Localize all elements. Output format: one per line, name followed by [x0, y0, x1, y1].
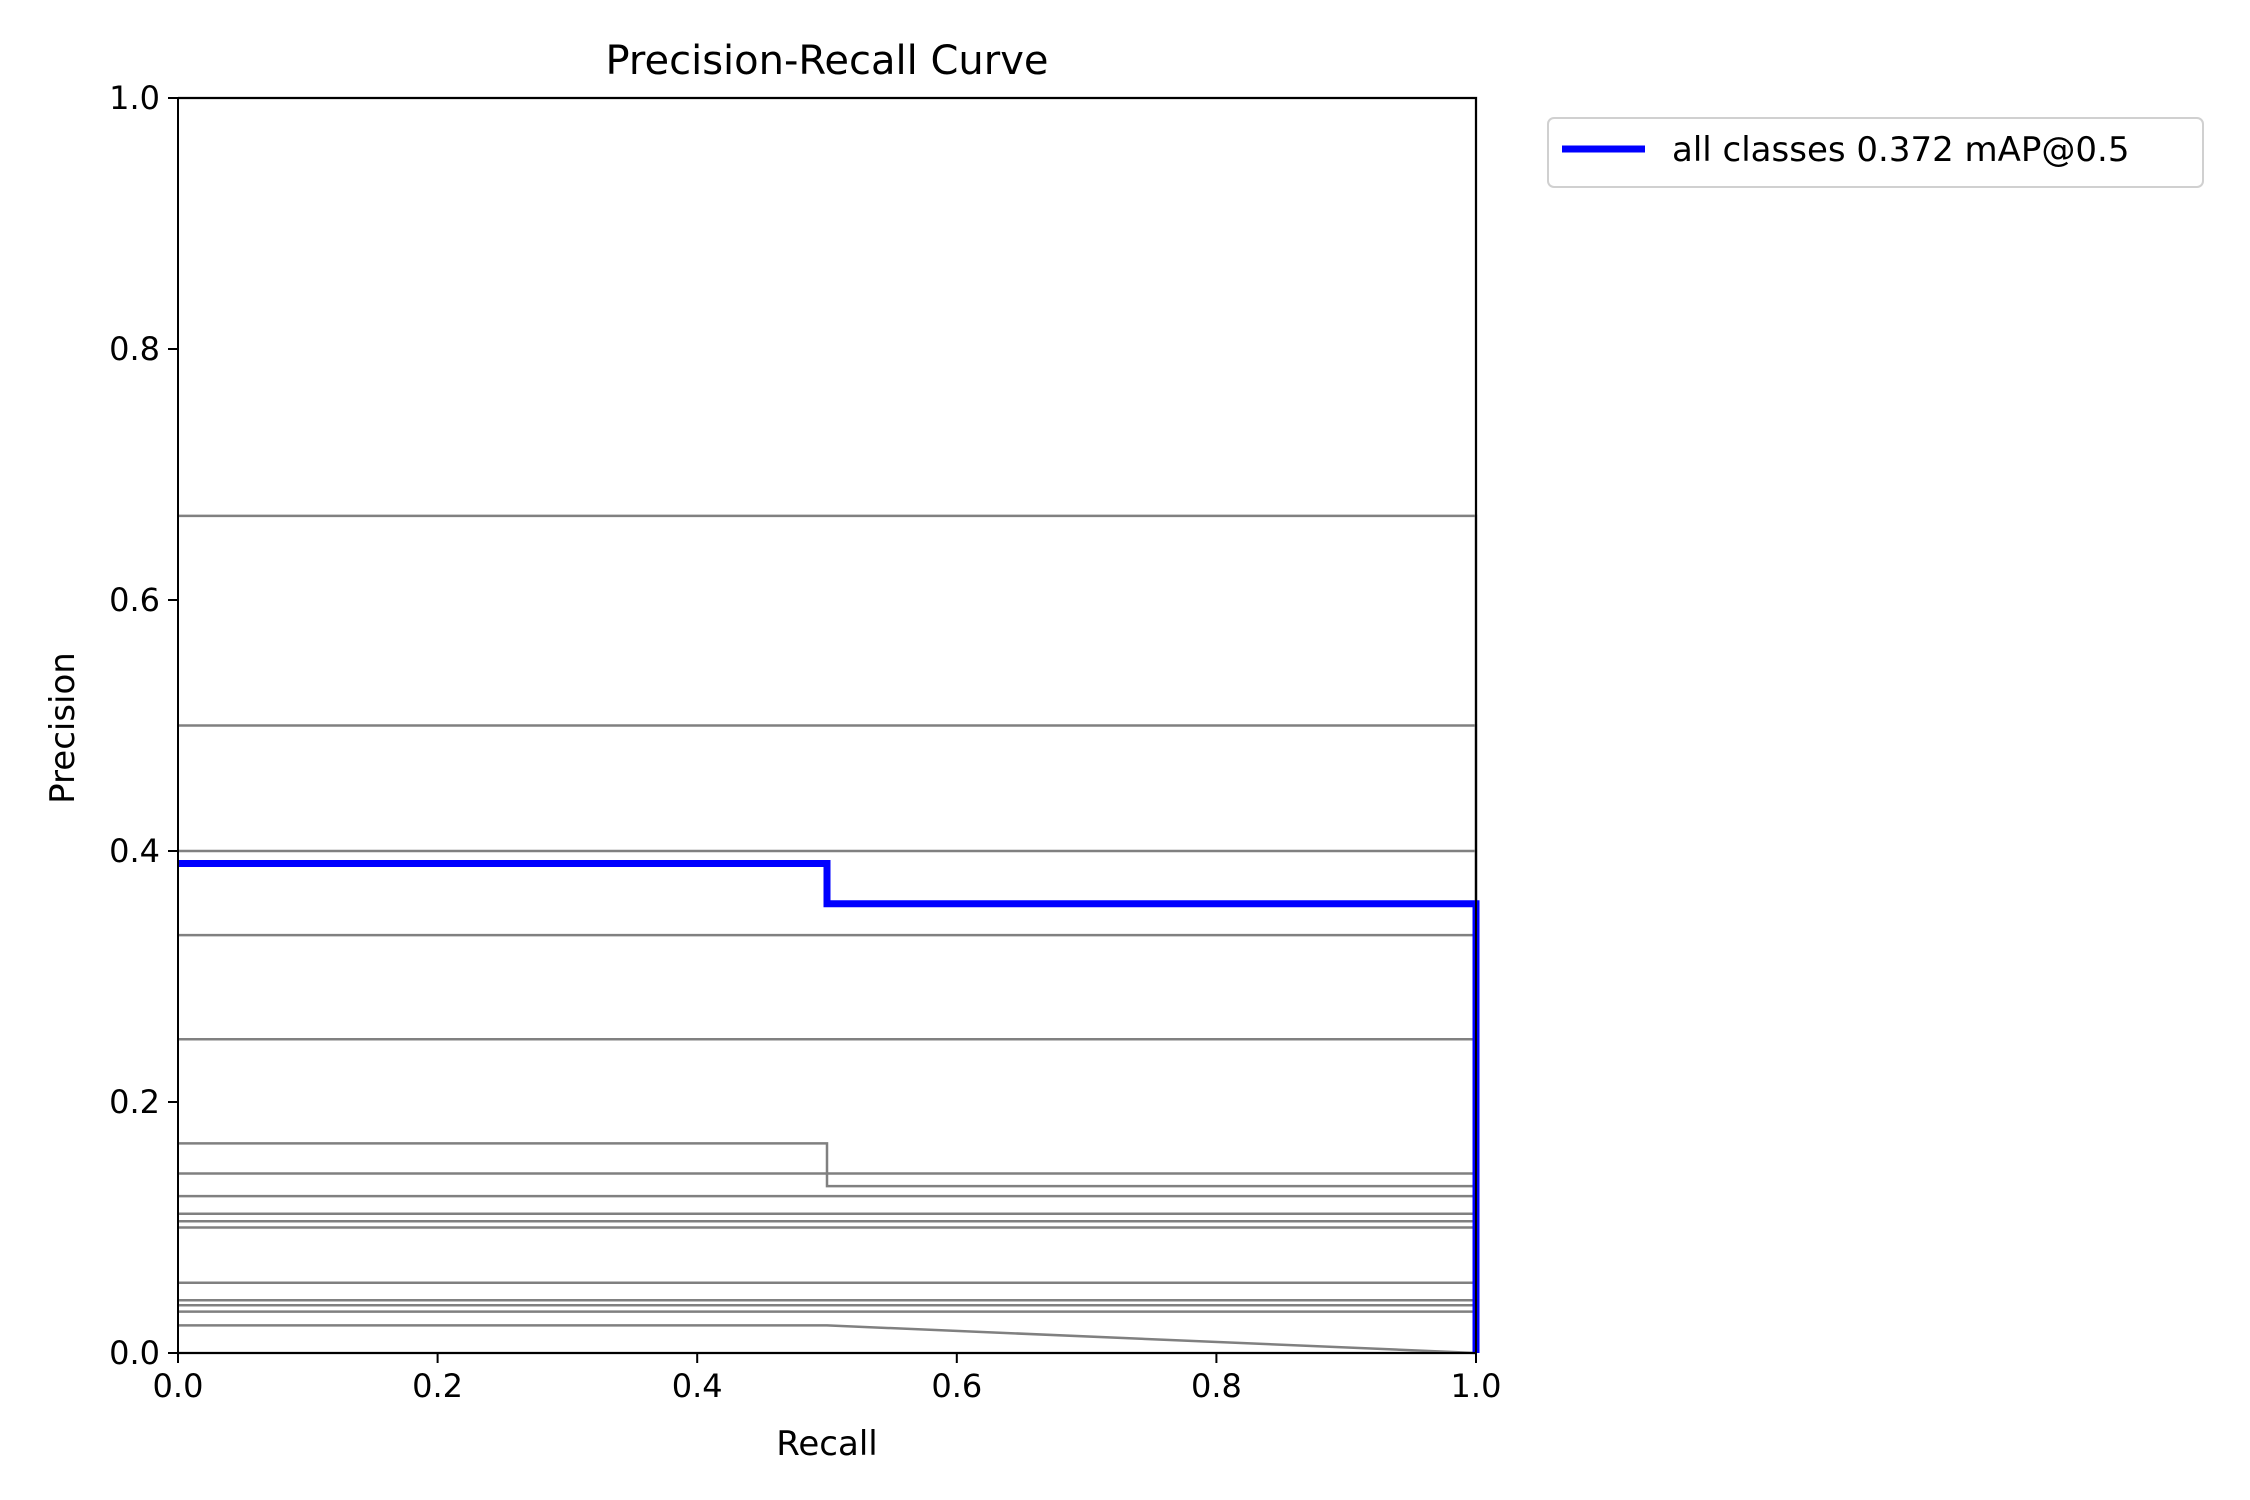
- legend-label-all-classes: all classes 0.372 mAP@0.5: [1672, 130, 2129, 170]
- x-tick-label-1: 0.2: [412, 1367, 463, 1405]
- x-tick-label-4: 0.8: [1191, 1367, 1242, 1405]
- x-axis: 0.0 0.2 0.4 0.6 0.8 1.0: [153, 1353, 1502, 1405]
- y-tick-label-3: 0.6: [109, 581, 160, 619]
- legend-box: [1547, 117, 2204, 188]
- y-tick-label-1: 0.2: [109, 1083, 160, 1121]
- x-tick-label-2: 0.4: [672, 1367, 723, 1405]
- per-class-curve-17: [178, 1324, 1477, 1355]
- chart-title: Precision-Recall Curve: [606, 38, 1049, 84]
- axes-frame: [177, 97, 1477, 1354]
- y-axis-label: Precision: [43, 652, 83, 804]
- y-tick-label-4: 0.8: [109, 330, 160, 368]
- y-axis: 0.0 0.2 0.4 0.6 0.8 1.0: [109, 79, 178, 1372]
- y-tick-label-0: 0.0: [109, 1334, 160, 1372]
- x-tick-label-0: 0.0: [153, 1367, 204, 1405]
- plot-area: [177, 96, 1480, 1355]
- x-axis-label: Recall: [776, 1424, 877, 1464]
- x-tick-label-5: 1.0: [1451, 1367, 1502, 1405]
- y-tick-label-5: 1.0: [109, 79, 160, 117]
- legend: all classes 0.372 mAP@0.5: [1547, 117, 2204, 188]
- x-tick-label-3: 0.6: [931, 1367, 982, 1405]
- y-tick-label-2: 0.4: [109, 832, 160, 870]
